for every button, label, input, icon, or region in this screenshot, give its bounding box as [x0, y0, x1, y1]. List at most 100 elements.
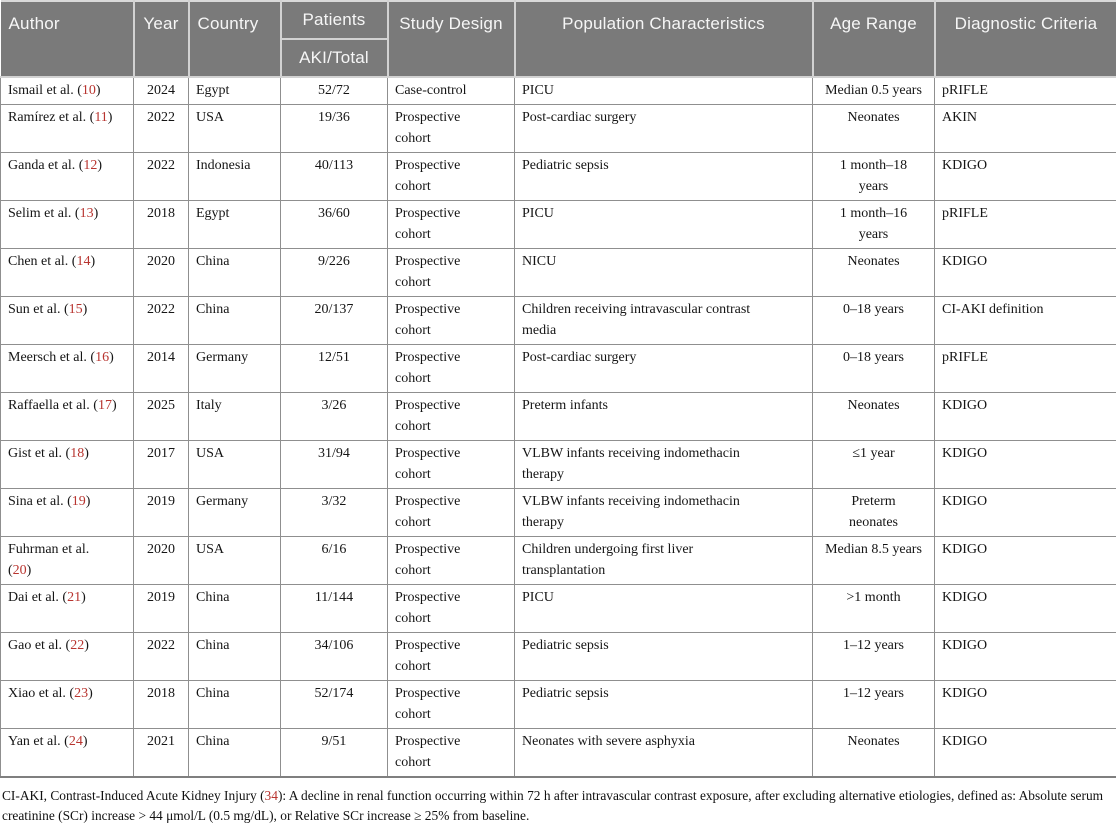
- col-header-author: Author: [1, 1, 134, 77]
- age-range-cell: ≤1 year: [813, 441, 935, 489]
- country-cell: USA: [189, 105, 281, 153]
- age-range-cell: Neonates: [813, 249, 935, 297]
- diagnostic-criteria-cell: CI-AKI definition: [935, 297, 1116, 345]
- patients-cell: 3/32: [281, 489, 388, 537]
- author-cell: Ramírez et al. (11): [1, 105, 134, 153]
- population-cell: PICU: [515, 201, 813, 249]
- citation-ref[interactable]: 20: [13, 563, 27, 578]
- patients-cell: 20/137: [281, 297, 388, 345]
- age-range-cell: Neonates: [813, 393, 935, 441]
- patients-cell: 52/72: [281, 77, 388, 105]
- patients-cell: 31/94: [281, 441, 388, 489]
- country-cell: Italy: [189, 393, 281, 441]
- citation-ref[interactable]: 17: [98, 398, 112, 413]
- studies-table: Author Year Country Patients Study Desig…: [0, 0, 1116, 778]
- age-range-cell: 0–18 years: [813, 345, 935, 393]
- year-cell: 2022: [134, 297, 189, 345]
- diagnostic-criteria-cell: KDIGO: [935, 585, 1116, 633]
- diagnostic-criteria-cell: KDIGO: [935, 729, 1116, 778]
- author-cell: Meersch et al. (16): [1, 345, 134, 393]
- citation-ref[interactable]: 23: [74, 686, 88, 701]
- citation-ref[interactable]: 14: [76, 254, 90, 269]
- year-cell: 2024: [134, 77, 189, 105]
- table-footnote: CI-AKI, Contrast-Induced Acute Kidney In…: [2, 786, 1114, 826]
- author-cell: Ismail et al. (10): [1, 77, 134, 105]
- diagnostic-criteria-cell: pRIFLE: [935, 201, 1116, 249]
- citation-ref[interactable]: 16: [95, 350, 109, 365]
- study-design-cell: Prospective cohort: [388, 489, 515, 537]
- country-cell: Germany: [189, 345, 281, 393]
- study-design-cell: Prospective cohort: [388, 393, 515, 441]
- author-cell: Chen et al. (14): [1, 249, 134, 297]
- citation-ref[interactable]: 12: [83, 158, 97, 173]
- country-cell: Indonesia: [189, 153, 281, 201]
- citation-ref[interactable]: 11: [94, 110, 107, 125]
- year-cell: 2014: [134, 345, 189, 393]
- study-design-cell: Prospective cohort: [388, 729, 515, 778]
- age-range-cell: 1–12 years: [813, 681, 935, 729]
- population-cell: NICU: [515, 249, 813, 297]
- patients-cell: 34/106: [281, 633, 388, 681]
- col-header-country: Country: [189, 1, 281, 77]
- country-cell: China: [189, 297, 281, 345]
- author-cell: Gist et al. (18): [1, 441, 134, 489]
- citation-ref[interactable]: 15: [69, 302, 83, 317]
- citation-ref[interactable]: 19: [72, 494, 86, 509]
- population-cell: Children receiving intravascular contras…: [515, 297, 813, 345]
- col-header-diagnostic: Diagnostic Criteria: [935, 1, 1116, 77]
- study-design-cell: Prospective cohort: [388, 441, 515, 489]
- diagnostic-criteria-cell: KDIGO: [935, 537, 1116, 585]
- citation-ref[interactable]: 21: [67, 590, 81, 605]
- population-cell: PICU: [515, 77, 813, 105]
- col-header-patients: Patients: [281, 1, 388, 39]
- age-range-cell: 1 month–16 years: [813, 201, 935, 249]
- study-design-cell: Prospective cohort: [388, 537, 515, 585]
- population-cell: Pediatric sepsis: [515, 633, 813, 681]
- year-cell: 2021: [134, 729, 189, 778]
- country-cell: USA: [189, 441, 281, 489]
- country-cell: China: [189, 249, 281, 297]
- col-header-aki-total: AKI/Total: [281, 39, 388, 77]
- patients-cell: 40/113: [281, 153, 388, 201]
- patients-cell: 11/144: [281, 585, 388, 633]
- diagnostic-criteria-cell: pRIFLE: [935, 345, 1116, 393]
- patients-cell: 9/51: [281, 729, 388, 778]
- citation-ref[interactable]: 13: [80, 206, 94, 221]
- age-range-cell: Neonates: [813, 105, 935, 153]
- year-cell: 2020: [134, 249, 189, 297]
- year-cell: 2025: [134, 393, 189, 441]
- country-cell: China: [189, 729, 281, 778]
- citation-ref[interactable]: 24: [69, 734, 83, 749]
- year-cell: 2020: [134, 537, 189, 585]
- author-cell: Sun et al. (15): [1, 297, 134, 345]
- population-cell: VLBW infants receiving indomethacin ther…: [515, 489, 813, 537]
- col-header-age-range: Age Range: [813, 1, 935, 77]
- author-cell: Raffaella et al. (17): [1, 393, 134, 441]
- population-cell: PICU: [515, 585, 813, 633]
- age-range-cell: >1 month: [813, 585, 935, 633]
- citation-ref[interactable]: 10: [82, 83, 96, 98]
- citation-ref[interactable]: 18: [70, 446, 84, 461]
- citation-ref[interactable]: 22: [70, 638, 84, 653]
- study-design-cell: Prospective cohort: [388, 345, 515, 393]
- study-design-cell: Prospective cohort: [388, 153, 515, 201]
- year-cell: 2019: [134, 585, 189, 633]
- country-cell: China: [189, 633, 281, 681]
- study-design-cell: Prospective cohort: [388, 249, 515, 297]
- population-cell: Preterm infants: [515, 393, 813, 441]
- population-cell: Pediatric sepsis: [515, 153, 813, 201]
- diagnostic-criteria-cell: KDIGO: [935, 633, 1116, 681]
- patients-cell: 6/16: [281, 537, 388, 585]
- footnote-citation-ref[interactable]: 34: [265, 788, 278, 803]
- population-cell: VLBW infants receiving indomethacin ther…: [515, 441, 813, 489]
- age-range-cell: Median 8.5 years: [813, 537, 935, 585]
- year-cell: 2022: [134, 153, 189, 201]
- study-design-cell: Prospective cohort: [388, 297, 515, 345]
